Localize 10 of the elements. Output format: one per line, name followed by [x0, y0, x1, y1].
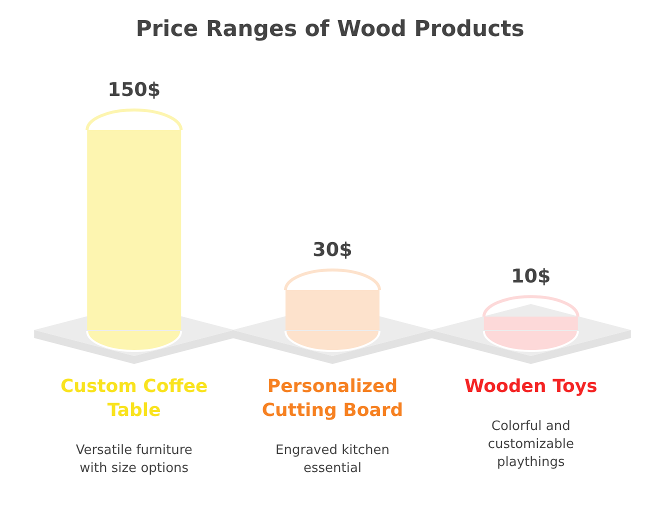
- data-label: 150$: [108, 79, 161, 101]
- chart-title: Price Ranges of Wood Products: [136, 17, 524, 42]
- text: Versatile furniture with size options: [76, 443, 192, 476]
- x-tick-label: Wooden Toys: [464, 376, 598, 397]
- x-tick-label: Personalized Cutting Board: [262, 376, 404, 421]
- text: Engraved kitchen essential: [276, 443, 390, 476]
- text: Colorful and customizable playthings: [488, 419, 574, 470]
- data-label: 10$: [511, 266, 551, 288]
- data-label: 30$: [312, 239, 352, 261]
- x-tick-label: Custom Coffee Table: [60, 376, 208, 421]
